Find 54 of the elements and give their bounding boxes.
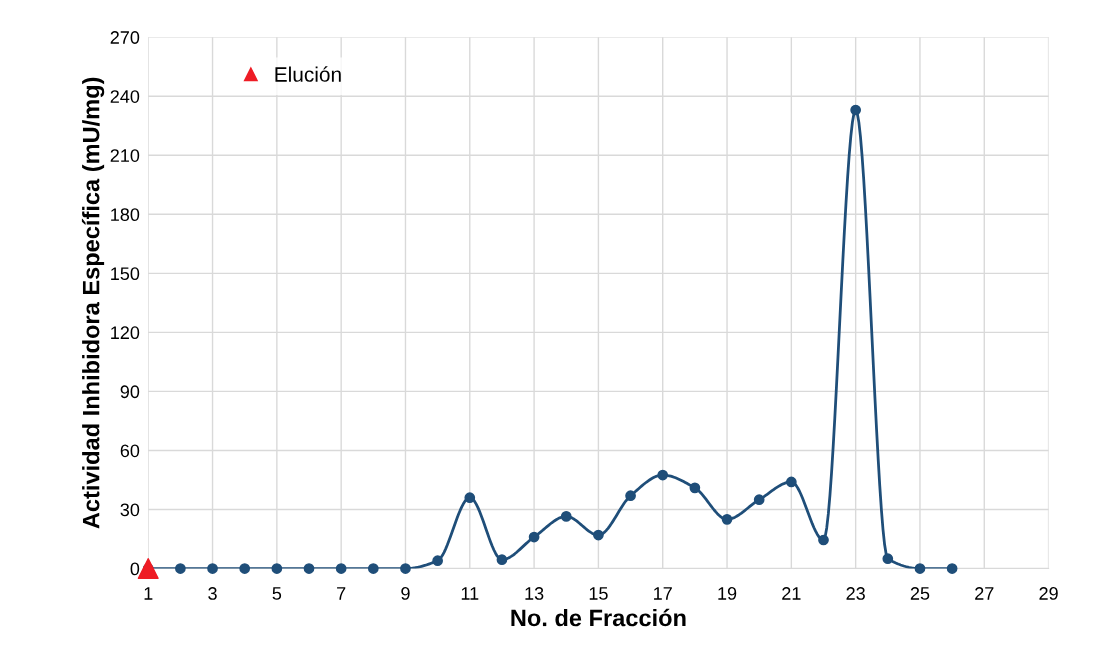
point — [464, 492, 476, 504]
x-tick-label: 13 — [525, 587, 544, 600]
x-tick-label: 27 — [975, 587, 994, 600]
point — [593, 529, 604, 541]
y-tick-label: 60 — [120, 444, 140, 458]
point — [850, 104, 862, 116]
y-tick-label: 180 — [111, 208, 140, 222]
point — [657, 469, 669, 481]
x-tick-label: 1 — [144, 587, 153, 600]
x-tick-label: 19 — [718, 587, 737, 600]
legend-label: Elución — [275, 66, 341, 82]
x-tick-label: 9 — [401, 587, 410, 600]
x-tick-label: 23 — [846, 587, 865, 600]
point — [335, 563, 347, 574]
y-tick-label: 270 — [110, 31, 140, 44]
point — [946, 563, 958, 574]
point — [175, 563, 186, 574]
y-axis-title: Actividad Inhibidora Específica (mU/mg) — [81, 77, 105, 529]
point — [721, 513, 733, 525]
point — [496, 554, 508, 566]
x-tick-label: 5 — [272, 587, 282, 600]
y-tick-label: 120 — [111, 326, 140, 340]
point — [367, 563, 379, 574]
y-tick-label: 210 — [110, 149, 140, 162]
x-tick-label: 25 — [910, 587, 930, 600]
point — [560, 511, 572, 522]
point — [882, 553, 894, 565]
y-tick-label: 90 — [120, 385, 140, 399]
x-tick-label: 15 — [589, 587, 608, 600]
point — [271, 563, 283, 574]
point — [914, 563, 926, 574]
point — [400, 563, 411, 574]
y-tick-label: 0 — [130, 562, 140, 576]
point — [625, 490, 636, 502]
x-tick-label: 11 — [461, 587, 479, 600]
point — [785, 476, 797, 488]
x-tick-label: 17 — [654, 587, 672, 600]
point — [689, 482, 701, 494]
point — [207, 563, 218, 574]
x-tick-label: 7 — [337, 587, 346, 600]
x-axis-title: No. de Fracción — [511, 608, 686, 627]
y-tick-label: 240 — [110, 90, 140, 103]
point — [528, 531, 540, 543]
y-tick-label: 150 — [111, 267, 140, 281]
point — [432, 555, 443, 567]
x-tick-label: 21 — [782, 587, 801, 600]
point — [137, 558, 159, 580]
point — [239, 563, 251, 574]
y-tick-label: 30 — [120, 503, 140, 517]
point — [818, 534, 829, 546]
x-tick-label: 3 — [208, 587, 217, 600]
x-tick-label: 29 — [1039, 587, 1058, 600]
point — [753, 494, 765, 506]
point — [303, 563, 315, 574]
